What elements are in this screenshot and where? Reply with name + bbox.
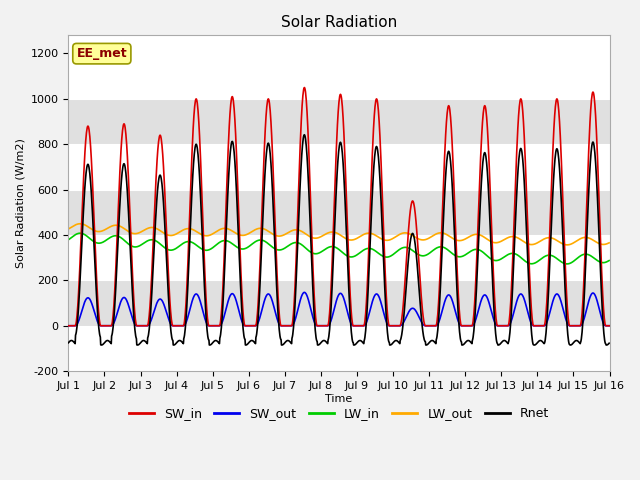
LW_in	[423, 252, 431, 258]
Rnet	[65, 340, 72, 346]
Title: Solar Radiation: Solar Radiation	[281, 15, 397, 30]
LW_in	[65, 237, 72, 242]
Rnet	[172, 341, 180, 347]
SW_in	[423, 323, 431, 329]
Bar	[68, 53, 609, 99]
LW_in	[172, 246, 180, 252]
LW_out	[605, 240, 613, 246]
SW_in	[605, 323, 613, 329]
LW_out	[541, 236, 549, 241]
X-axis label: Time: Time	[325, 394, 353, 404]
SW_out	[185, 312, 193, 317]
LW_in	[185, 239, 193, 244]
Rnet	[246, 339, 253, 345]
SW_out	[245, 323, 253, 329]
LW_out	[65, 226, 72, 232]
SW_out	[541, 322, 549, 328]
LW_out	[563, 242, 571, 248]
Bar	[68, 326, 609, 371]
Line: LW_out: LW_out	[68, 224, 609, 245]
LW_out	[246, 230, 253, 236]
LW_out	[423, 236, 431, 242]
LW_in	[605, 258, 613, 264]
LW_in	[246, 243, 253, 249]
Bar	[68, 190, 609, 235]
Rnet	[98, 342, 106, 348]
SW_in	[245, 323, 253, 329]
Line: SW_out: SW_out	[68, 292, 609, 326]
Rnet	[542, 334, 550, 340]
Line: LW_in: LW_in	[68, 233, 609, 264]
LW_out	[185, 226, 193, 231]
SW_out	[605, 323, 613, 329]
LW_out	[76, 221, 84, 227]
SW_in	[301, 84, 308, 90]
LW_out	[172, 231, 180, 237]
LW_in	[76, 230, 84, 236]
SW_in	[172, 323, 179, 329]
Bar	[68, 280, 609, 326]
Rnet	[424, 342, 431, 348]
SW_out	[65, 323, 72, 329]
Rnet	[605, 340, 613, 346]
Bar	[68, 99, 609, 144]
Rnet	[494, 342, 502, 348]
SW_out	[301, 289, 308, 295]
Rnet	[301, 132, 308, 138]
Rnet	[185, 256, 193, 262]
LW_out	[493, 240, 501, 245]
Text: EE_met: EE_met	[77, 47, 127, 60]
Bar	[68, 144, 609, 190]
SW_out	[493, 323, 501, 329]
Legend: SW_in, SW_out, LW_in, LW_out, Rnet: SW_in, SW_out, LW_in, LW_out, Rnet	[124, 402, 554, 425]
SW_in	[493, 323, 501, 329]
LW_in	[493, 258, 501, 264]
Y-axis label: Solar Radiation (W/m2): Solar Radiation (W/m2)	[15, 138, 25, 268]
LW_in	[563, 261, 571, 267]
SW_in	[185, 240, 193, 246]
SW_out	[172, 323, 179, 329]
SW_out	[423, 323, 431, 329]
Bar	[68, 235, 609, 280]
LW_in	[541, 253, 549, 259]
SW_in	[65, 323, 72, 329]
Line: SW_in: SW_in	[68, 87, 609, 326]
Line: Rnet: Rnet	[68, 135, 609, 345]
SW_in	[541, 319, 549, 324]
